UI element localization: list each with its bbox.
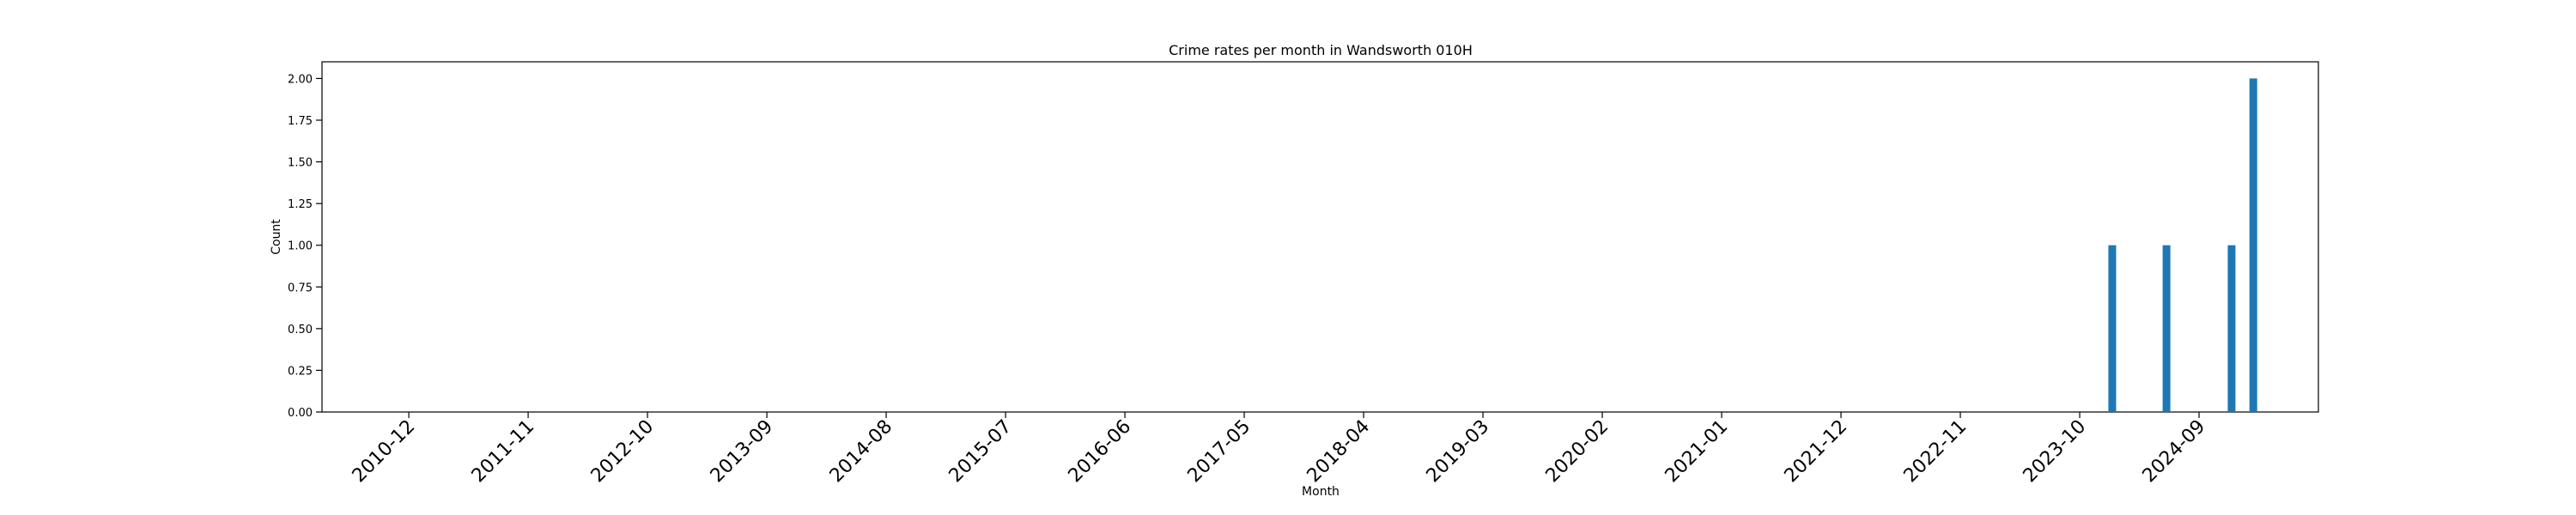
y-tick-label: 1.50 (288, 157, 313, 170)
bar-2024-01 (2108, 245, 2117, 412)
y-axis: 0.00 0.25 0.50 0.75 1.00 1.25 1.50 1.75 2.00 (288, 73, 322, 420)
y-tick-label: 0.75 (288, 282, 313, 294)
y-tick-label: 0.50 (288, 324, 313, 336)
bar-2024-06 (2162, 245, 2171, 412)
x-tick-label: 2012-10 (587, 416, 659, 488)
x-tick-label: 2011-11 (468, 416, 539, 488)
bar-2024-12 (2227, 245, 2236, 412)
x-tick-label: 2021-01 (1662, 416, 1733, 488)
bars-group (2108, 78, 2257, 412)
x-tick-label: 2017-05 (1184, 416, 1255, 488)
x-axis: 2010-12 2011-11 2012-10 2013-09 2014-08 2015-… (349, 412, 2210, 488)
x-tick-label: 2024-09 (2139, 416, 2210, 488)
x-tick-label: 2016-06 (1065, 416, 1136, 488)
x-axis-label: Month (1302, 485, 1340, 499)
x-tick-label: 2022-11 (1900, 416, 1971, 488)
y-tick-label: 0.25 (288, 365, 313, 378)
x-tick-label: 2015-07 (945, 416, 1017, 488)
x-tick-label: 2014-08 (826, 416, 897, 488)
x-tick-label: 2020-02 (1542, 416, 1613, 488)
y-tick-label: 1.00 (288, 240, 313, 253)
y-tick-label: 1.25 (288, 198, 313, 211)
y-tick-label: 1.75 (288, 115, 313, 128)
x-tick-label: 2018-04 (1303, 416, 1375, 488)
x-tick-label: 2010-12 (349, 416, 420, 488)
y-axis-label: Count (270, 219, 283, 255)
x-tick-label: 2021-12 (1781, 416, 1852, 488)
bar-2025-02 (2249, 78, 2257, 412)
x-tick-label: 2013-09 (707, 416, 778, 488)
x-tick-label: 2023-10 (2020, 416, 2091, 488)
y-tick-label: 2.00 (288, 73, 313, 86)
x-tick-label: 2019-03 (1423, 416, 1494, 488)
plot-area (321, 61, 2319, 413)
chart-title: Crime rates per month in Wandsworth 010H (1169, 42, 1473, 58)
y-tick-label: 0.00 (288, 407, 313, 420)
